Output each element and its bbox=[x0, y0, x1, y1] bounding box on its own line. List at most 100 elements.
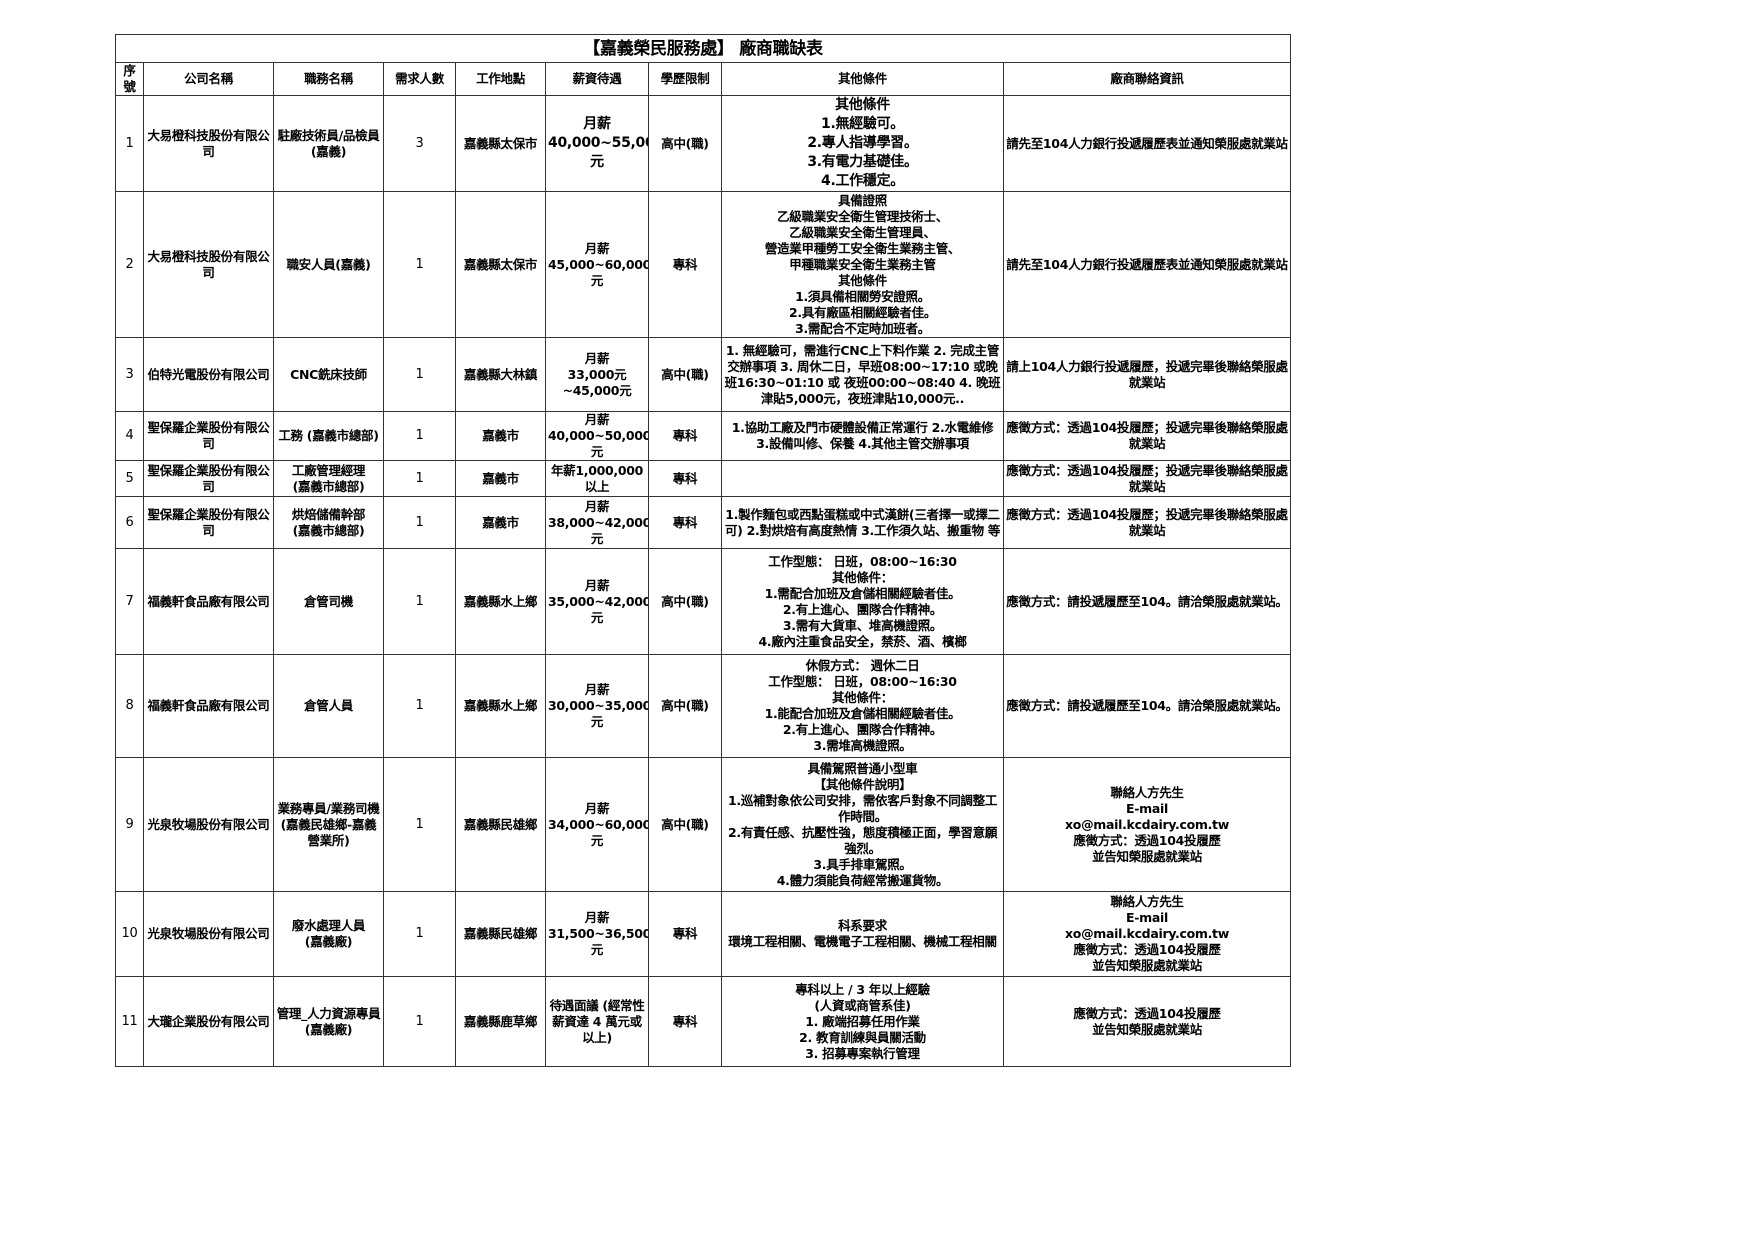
cell-contact: 聯絡人方先生 E-mail xo@mail.kcdairy.com.tw 應徵方… bbox=[1002, 757, 1292, 892]
cell-contact: 應徵方式：透過104投履歷；投遞完畢後聯絡榮服處就業站 bbox=[1002, 496, 1292, 549]
cell-other: 具備駕照普通小型車 【其他條件說明】 1.巡補對象依公司安排，需依客戶對象不同調… bbox=[721, 757, 1004, 892]
cell-salary: 月薪 40,000~55,000元 bbox=[545, 95, 649, 192]
cell-salary: 年薪1,000,000 以上 bbox=[545, 460, 649, 497]
table-row: 7 福義軒食品廠有限公司 倉管司機 1 嘉義縣水上鄉 月薪 35,000~42,000 元… bbox=[115, 548, 1292, 655]
header-salary: 薪資待遇 bbox=[545, 62, 649, 96]
cell-job: 廢水處理人員 (嘉義廠) bbox=[273, 891, 384, 977]
header-job: 職務名稱 bbox=[273, 62, 384, 96]
cell-no: 6 bbox=[115, 496, 144, 549]
cell-job: 倉管人員 bbox=[273, 654, 384, 758]
header-contact: 廠商聯絡資訊 bbox=[1002, 62, 1292, 96]
cell-location: 嘉義縣太保市 bbox=[455, 191, 546, 338]
cell-company: 聖保羅企業股份有限公司 bbox=[143, 496, 274, 549]
cell-edu: 高中(職) bbox=[648, 337, 722, 412]
cell-contact: 應徵方式：透過104投履歷；投遞完畢後聯絡榮服處就業站 bbox=[1002, 460, 1292, 497]
cell-other: 具備證照 乙級職業安全衛生管理技術士、 乙級職業安全衛生管理員、 營造業甲種勞工… bbox=[721, 191, 1004, 338]
cell-edu: 高中(職) bbox=[648, 95, 722, 192]
header-no: 序號 bbox=[115, 62, 144, 96]
cell-other: 1.製作麵包或西點蛋糕或中式漢餅(三者擇一或擇二可) 2.對烘焙有高度熱情 3.… bbox=[721, 496, 1004, 549]
cell-no: 2 bbox=[115, 191, 144, 338]
cell-other: 休假方式： 週休二日 工作型態： 日班，08:00~16:30 其他條件： 1.… bbox=[721, 654, 1004, 758]
cell-contact: 請上104人力銀行投遞履歷，投遞完畢後聯絡榮服處就業站 bbox=[1002, 337, 1292, 412]
cell-salary: 待遇面議 (經常性薪資達 4 萬元或以上) bbox=[545, 976, 649, 1067]
cell-other: 專科以上 / 3 年以上經驗 (人資或商管系佳) 1. 廠端招募任用作業 2. … bbox=[721, 976, 1004, 1067]
cell-no: 7 bbox=[115, 548, 144, 655]
cell-job: 駐廠技術員/品檢員(嘉義) bbox=[273, 95, 384, 192]
cell-location: 嘉義縣水上鄉 bbox=[455, 548, 546, 655]
cell-edu: 高中(職) bbox=[648, 548, 722, 655]
cell-company: 聖保羅企業股份有限公司 bbox=[143, 460, 274, 497]
table-title: 【嘉義榮民服務處】 廠商職缺表 bbox=[114, 34, 1292, 63]
cell-company: 大瓏企業股份有限公司 bbox=[143, 976, 274, 1067]
cell-edu: 高中(職) bbox=[648, 654, 722, 758]
cell-no: 10 bbox=[115, 891, 144, 977]
header-other: 其他條件 bbox=[721, 62, 1004, 96]
cell-count: 1 bbox=[383, 976, 456, 1067]
header-count: 需求人數 bbox=[383, 62, 456, 96]
cell-no: 3 bbox=[115, 337, 144, 412]
cell-company: 福義軒食品廠有限公司 bbox=[143, 548, 274, 655]
cell-other: 科系要求 環境工程相關、電機電子工程相關、機械工程相關 bbox=[721, 891, 1004, 977]
cell-edu: 專科 bbox=[648, 191, 722, 338]
cell-edu: 專科 bbox=[648, 891, 722, 977]
cell-job: 倉管司機 bbox=[273, 548, 384, 655]
header-company: 公司名稱 bbox=[143, 62, 274, 96]
cell-salary: 月薪 45,000~60,000 元 bbox=[545, 191, 649, 338]
cell-contact: 應徵方式：請投遞履歷至104。請洽榮服處就業站。 bbox=[1002, 654, 1292, 758]
cell-edu: 專科 bbox=[648, 460, 722, 497]
cell-no: 11 bbox=[115, 976, 144, 1067]
cell-count: 3 bbox=[383, 95, 456, 192]
cell-count: 1 bbox=[383, 460, 456, 497]
table-row: 8 福義軒食品廠有限公司 倉管人員 1 嘉義縣水上鄉 月薪 30,000~35,000 元… bbox=[115, 654, 1292, 758]
cell-no: 1 bbox=[115, 95, 144, 192]
cell-contact: 聯絡人方先生 E-mail xo@mail.kcdairy.com.tw 應徵方… bbox=[1002, 891, 1292, 977]
cell-no: 8 bbox=[115, 654, 144, 758]
cell-count: 1 bbox=[383, 757, 456, 892]
table-row: 3 伯特光電股份有限公司 CNC銑床技師 1 嘉義縣大林鎮 月薪 33,000元 ~45,… bbox=[115, 337, 1292, 412]
cell-edu: 專科 bbox=[648, 976, 722, 1067]
cell-location: 嘉義縣太保市 bbox=[455, 95, 546, 192]
cell-no: 9 bbox=[115, 757, 144, 892]
cell-other: 工作型態： 日班，08:00~16:30 其他條件： 1.需配合加班及倉儲相關經… bbox=[721, 548, 1004, 655]
cell-salary: 月薪 38,000~42,000 元 bbox=[545, 496, 649, 549]
cell-job: 工廠管理經理 (嘉義市總部) bbox=[273, 460, 384, 497]
cell-contact: 應徵方式：透過104投履歷；投遞完畢後聯絡榮服處就業站 bbox=[1002, 411, 1292, 461]
cell-salary: 月薪 35,000~42,000 元 bbox=[545, 548, 649, 655]
cell-salary: 月薪 40,000~50,000 元 bbox=[545, 411, 649, 461]
table-row: 6 聖保羅企業股份有限公司 烘焙儲備幹部 (嘉義市總部) 1 嘉義市 月薪 38,000~… bbox=[115, 496, 1292, 549]
cell-contact: 應徵方式：透過104投履歷 並告知榮服處就業站 bbox=[1002, 976, 1292, 1067]
cell-company: 光泉牧場股份有限公司 bbox=[143, 757, 274, 892]
cell-salary: 月薪 30,000~35,000 元 bbox=[545, 654, 649, 758]
cell-job: 工務 (嘉義市總部) bbox=[273, 411, 384, 461]
cell-edu: 專科 bbox=[648, 496, 722, 549]
cell-location: 嘉義縣民雄鄉 bbox=[455, 757, 546, 892]
job-vacancy-table: 【嘉義榮民服務處】 廠商職缺表 序號 公司名稱 職務名稱 需求人數 工作地點 薪… bbox=[114, 34, 1292, 1067]
cell-salary: 月薪 34,000~60,000 元 bbox=[545, 757, 649, 892]
cell-location: 嘉義市 bbox=[455, 460, 546, 497]
cell-other bbox=[721, 460, 1004, 497]
cell-job: 烘焙儲備幹部 (嘉義市總部) bbox=[273, 496, 384, 549]
cell-company: 大易橙科技股份有限公司 bbox=[143, 191, 274, 338]
cell-location: 嘉義縣民雄鄉 bbox=[455, 891, 546, 977]
cell-no: 4 bbox=[115, 411, 144, 461]
cell-contact: 請先至104人力銀行投遞履歷表並通知榮服處就業站 bbox=[1002, 95, 1292, 192]
table-row: 5 聖保羅企業股份有限公司 工廠管理經理 (嘉義市總部) 1 嘉義市 年薪1,000,00… bbox=[115, 460, 1292, 497]
table-row: 9 光泉牧場股份有限公司 業務專員/業務司機(嘉義民雄鄉-嘉義營業所) 1 嘉義縣民雄鄉… bbox=[115, 757, 1292, 892]
cell-salary: 月薪 33,000元 ~45,000元 bbox=[545, 337, 649, 412]
cell-job: 職安人員(嘉義) bbox=[273, 191, 384, 338]
table-row: 11 大瓏企業股份有限公司 管理_人力資源專員(嘉義廠) 1 嘉義縣鹿草鄉 待遇面議 (經… bbox=[115, 976, 1292, 1067]
cell-count: 1 bbox=[383, 548, 456, 655]
cell-other: 1.協助工廠及門市硬體設備正常運行 2.水電維修 3.設備叫修、保養 4.其他主… bbox=[721, 411, 1004, 461]
table-row: 2 大易橙科技股份有限公司 職安人員(嘉義) 1 嘉義縣太保市 月薪 45,000~60,… bbox=[115, 191, 1292, 338]
table-row: 10 光泉牧場股份有限公司 廢水處理人員 (嘉義廠) 1 嘉義縣民雄鄉 月薪 31,500… bbox=[115, 891, 1292, 977]
cell-location: 嘉義市 bbox=[455, 411, 546, 461]
header-location: 工作地點 bbox=[455, 62, 546, 96]
cell-company: 光泉牧場股份有限公司 bbox=[143, 891, 274, 977]
header-row: 序號 公司名稱 職務名稱 需求人數 工作地點 薪資待遇 學歷限制 其他條件 廠商… bbox=[115, 62, 1292, 96]
table-row: 4 聖保羅企業股份有限公司 工務 (嘉義市總部) 1 嘉義市 月薪 40,000~50,0… bbox=[115, 411, 1292, 461]
cell-other: 其他條件 1.無經驗可。 2.專人指導學習。 3.有電力基礎佳。 4.工作穩定。 bbox=[721, 95, 1004, 192]
cell-location: 嘉義縣鹿草鄉 bbox=[455, 976, 546, 1067]
cell-count: 1 bbox=[383, 411, 456, 461]
cell-company: 伯特光電股份有限公司 bbox=[143, 337, 274, 412]
cell-edu: 專科 bbox=[648, 411, 722, 461]
